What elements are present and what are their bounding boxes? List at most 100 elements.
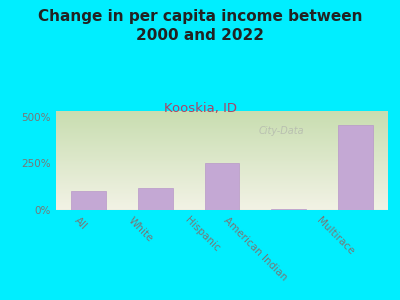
Bar	[338, 125, 373, 210]
Bar	[56, 160, 388, 161]
Bar	[56, 195, 388, 196]
Bar	[56, 119, 388, 120]
Bar	[56, 172, 388, 173]
Bar	[56, 113, 388, 114]
Bar	[56, 180, 388, 181]
Bar	[56, 203, 388, 204]
Bar	[56, 161, 388, 163]
Bar	[56, 198, 388, 199]
Bar	[56, 148, 388, 150]
Bar	[56, 192, 388, 193]
Bar	[56, 117, 388, 118]
Bar	[56, 136, 388, 137]
Bar	[56, 177, 388, 178]
Bar	[56, 200, 388, 201]
Bar	[56, 174, 388, 175]
Bar	[56, 135, 388, 136]
Bar	[56, 112, 388, 113]
Bar	[56, 118, 388, 119]
Bar	[56, 127, 388, 128]
Bar	[272, 209, 306, 210]
Bar	[56, 124, 388, 125]
Bar	[56, 181, 388, 182]
Bar	[56, 138, 388, 139]
Bar	[56, 190, 388, 191]
Bar	[56, 204, 388, 205]
Bar	[56, 158, 388, 160]
Bar	[56, 140, 388, 141]
Bar	[56, 189, 388, 190]
Bar	[56, 186, 388, 187]
Bar	[56, 120, 388, 121]
Bar	[138, 188, 172, 210]
Bar	[56, 163, 388, 164]
Bar	[56, 128, 388, 129]
Bar	[56, 164, 388, 165]
Bar	[56, 114, 388, 115]
Bar	[56, 139, 388, 140]
Bar	[71, 191, 106, 210]
Bar	[56, 209, 388, 210]
Bar	[56, 171, 388, 172]
Bar	[56, 179, 388, 180]
Bar	[56, 130, 388, 131]
Bar	[56, 142, 388, 143]
Bar	[56, 134, 388, 135]
Bar	[56, 145, 388, 146]
Bar	[56, 197, 388, 198]
Bar	[56, 132, 388, 133]
Bar	[56, 155, 388, 157]
Bar	[56, 208, 388, 209]
Bar	[56, 160, 388, 161]
Bar	[56, 184, 388, 185]
Bar	[56, 125, 388, 126]
Bar	[56, 175, 388, 176]
Bar	[56, 167, 388, 168]
Bar	[56, 115, 388, 116]
Bar	[56, 116, 388, 117]
Bar	[56, 129, 388, 130]
Bar	[56, 133, 388, 134]
Bar	[56, 194, 388, 195]
Bar	[56, 121, 388, 122]
Bar	[56, 183, 388, 184]
Bar	[56, 165, 388, 166]
Bar	[56, 206, 388, 207]
Bar	[56, 187, 388, 188]
Bar	[56, 147, 388, 148]
Bar	[56, 170, 388, 171]
Bar	[56, 169, 388, 170]
Bar	[56, 176, 388, 177]
Bar	[56, 202, 388, 203]
Bar	[56, 178, 388, 179]
Bar	[56, 131, 388, 132]
Bar	[56, 122, 388, 123]
Bar	[56, 150, 388, 151]
Bar	[56, 123, 388, 124]
Bar	[205, 163, 239, 210]
Bar	[56, 152, 388, 153]
Bar	[56, 201, 388, 202]
Bar	[56, 191, 388, 192]
Bar	[56, 151, 388, 152]
Bar	[56, 143, 388, 144]
Bar	[56, 207, 388, 208]
Bar	[56, 185, 388, 186]
Bar	[56, 153, 388, 154]
Bar	[56, 168, 388, 169]
Bar	[56, 188, 388, 189]
Bar	[56, 193, 388, 194]
Bar	[56, 199, 388, 200]
Bar	[56, 141, 388, 142]
Bar	[56, 154, 388, 155]
Bar	[56, 173, 388, 174]
Bar	[56, 205, 388, 206]
Bar	[56, 126, 388, 127]
Bar	[56, 182, 388, 183]
Bar	[56, 137, 388, 138]
Text: Change in per capita income between
2000 and 2022: Change in per capita income between 2000…	[38, 9, 362, 43]
Bar	[56, 157, 388, 158]
Bar	[56, 144, 388, 145]
Text: Kooskia, ID: Kooskia, ID	[164, 102, 236, 115]
Bar	[56, 111, 388, 112]
